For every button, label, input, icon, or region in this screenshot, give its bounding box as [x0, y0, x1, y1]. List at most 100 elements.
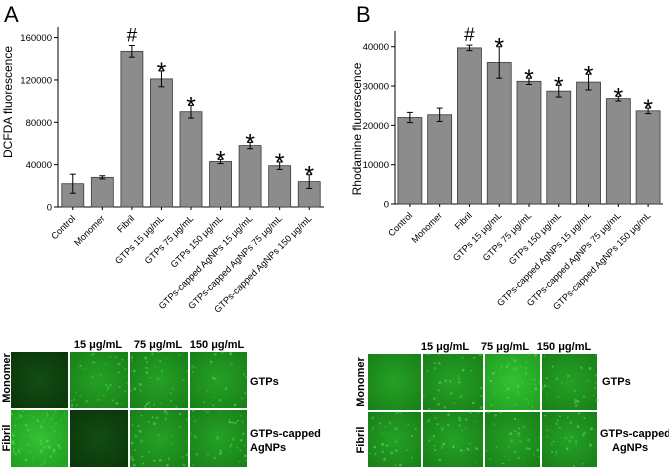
fluorescence-spot: [212, 397, 215, 399]
fluorescence-spot: [52, 449, 56, 452]
fluorescence-spot: [527, 353, 530, 356]
fluorescence-spot: [458, 424, 462, 427]
fluorescence-spot: [506, 405, 508, 407]
fluorescence-spot: [148, 451, 151, 453]
fluorescence-spot: [65, 464, 67, 467]
fluorescence-spot: [525, 447, 529, 451]
fluorescence-spot: [437, 403, 440, 406]
fluorescence-spot: [479, 434, 481, 436]
fluorescence-spot: [526, 438, 530, 442]
fluorescence-spot: [219, 449, 222, 453]
fluorescence-spot: [160, 402, 163, 405]
fluorescence-spot: [105, 364, 107, 366]
fluorescence-spot: [470, 369, 472, 372]
fluorescence-spot: [13, 416, 16, 419]
fluorescence-spot: [138, 430, 142, 433]
fluorescence-spot: [131, 356, 134, 359]
y-tick-label-a-4: 160000: [20, 33, 52, 44]
fluorescence-spot: [383, 457, 387, 461]
fluorescence-spot: [124, 390, 127, 393]
fluorescence-spot: [97, 398, 100, 401]
fluorescence-spot: [41, 463, 43, 466]
category-label-b-0: Control: [386, 210, 414, 238]
significance-marker-b-4: *: [524, 65, 534, 93]
fluorescence-spot: [91, 352, 95, 356]
fluorescence-spot: [555, 422, 559, 426]
fluorescence-spot: [39, 425, 43, 428]
fluorescence-spot: [573, 389, 577, 393]
fluorescence-spot: [46, 413, 49, 417]
fluorescence-spot: [45, 439, 49, 443]
fluorescence-spot: [24, 458, 28, 462]
fluorescence-spot: [449, 392, 453, 395]
fluorescence-spot: [158, 459, 162, 462]
fluorescence-spot: [91, 376, 94, 378]
fluorescence-spot: [237, 419, 240, 422]
fluorescence-spot: [31, 457, 34, 460]
fluorescence-spot: [588, 366, 592, 370]
fluorescence-spot: [241, 432, 245, 436]
fluorescence-spot: [115, 356, 118, 359]
fluorescence-spot: [19, 441, 21, 444]
fluorescence-spot: [434, 417, 437, 420]
fluorescence-spot: [527, 401, 530, 405]
fluorescence-spot: [239, 414, 242, 417]
fluorescence-spot: [444, 380, 447, 383]
fluorescence-spot: [410, 435, 413, 438]
fluorescence-spot: [121, 358, 124, 361]
fluorescence-spot: [577, 412, 580, 415]
fluorescence-spot: [521, 382, 524, 384]
fluorescence-spot: [401, 457, 403, 459]
fluorescence-spot: [533, 383, 537, 386]
fluorescence-spot: [519, 365, 522, 368]
fluorescence-spot: [499, 370, 501, 372]
fluorescence-spot: [388, 421, 390, 423]
y-tick-label-b-0: 0: [384, 200, 389, 211]
fluorescence-spot: [221, 351, 224, 354]
fluorescence-spot: [517, 419, 520, 421]
fluorescence-spot: [93, 361, 96, 364]
fluorescence-spot: [192, 371, 194, 374]
fluorescence-spot: [131, 360, 133, 362]
group-label-agnps-line2: AgNPs: [250, 442, 286, 454]
micrograph-b-monomer-control: [368, 354, 421, 410]
fluorescence-spot: [533, 453, 535, 456]
fluorescence-spot: [39, 449, 43, 453]
fluorescence-spot: [153, 403, 156, 406]
fluorescence-spot: [58, 447, 61, 450]
fluorescence-spot: [519, 376, 521, 379]
fluorescence-spot: [82, 368, 84, 370]
fluorescence-spot: [395, 449, 398, 452]
fluorescence-spot: [243, 445, 246, 447]
micrograph-b-fibril-15: [423, 412, 483, 467]
fluorescence-spot: [543, 355, 546, 358]
fluorescence-spot: [24, 423, 28, 427]
micrograph-b-fibril-75: [485, 412, 540, 467]
fluorescence-spot: [173, 450, 175, 452]
row-label-fibril: Fibril: [1, 425, 13, 452]
y-tick-label-b-4: 40000: [363, 42, 389, 53]
fluorescence-spot: [374, 452, 377, 456]
fluorescence-spot: [510, 439, 513, 443]
micrograph-b-fibril-control: [368, 412, 421, 467]
micrograph-b-monomer-75: [485, 354, 540, 410]
fluorescence-spot: [586, 379, 588, 381]
fluorescence-spot: [531, 378, 533, 380]
fluorescence-spot: [12, 448, 15, 450]
fluorescence-spot: [550, 443, 553, 446]
fluorescence-spot: [384, 425, 387, 428]
fluorescence-spot: [154, 365, 156, 368]
fluorescence-spot: [479, 386, 483, 390]
fluorescence-spot: [54, 422, 58, 425]
fluorescence-spot: [191, 365, 194, 368]
fluorescence-spot: [570, 435, 574, 439]
fluorescence-spot: [506, 387, 510, 391]
fluorescence-spot: [441, 428, 444, 432]
micrograph-b-monomer-15: [423, 354, 483, 410]
fluorescence-spot: [141, 462, 144, 465]
fluorescence-spot: [183, 464, 186, 467]
fluorescence-spot: [140, 362, 143, 364]
fluorescence-spot: [511, 357, 513, 359]
fluorescence-spot: [139, 383, 142, 386]
fluorescence-spot: [203, 401, 206, 404]
